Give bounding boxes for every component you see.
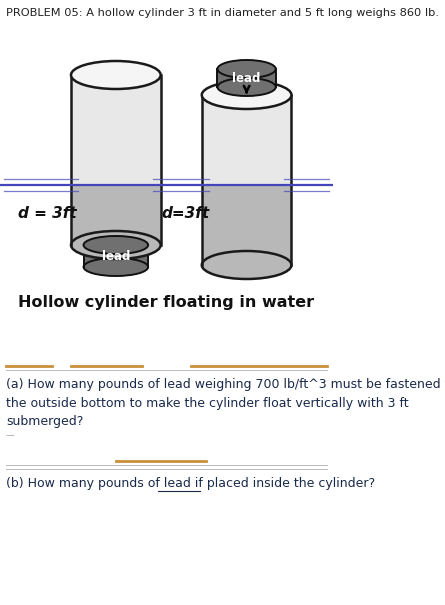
Text: lead: lead: [101, 250, 130, 264]
Text: Hollow cylinder floating in water: Hollow cylinder floating in water: [18, 295, 314, 310]
Text: PROBLEM 05: A hollow cylinder 3 ft in diameter and 5 ft long weighs 860 lb.: PROBLEM 05: A hollow cylinder 3 ft in di…: [6, 8, 439, 18]
Text: (a) How many pounds of lead weighing 700 lb/ft^3 must be fastened to
the outside: (a) How many pounds of lead weighing 700…: [6, 378, 445, 428]
Polygon shape: [202, 95, 291, 185]
Polygon shape: [71, 185, 161, 245]
Text: (b) How many pounds of lead if placed inside the cylinder?: (b) How many pounds of lead if placed in…: [6, 477, 375, 490]
Polygon shape: [84, 245, 148, 267]
Polygon shape: [71, 75, 161, 185]
Text: d=3ft: d=3ft: [161, 206, 210, 220]
Ellipse shape: [202, 81, 291, 109]
Text: ––: ––: [6, 430, 16, 440]
Text: lead: lead: [232, 73, 261, 85]
Ellipse shape: [84, 258, 148, 276]
Ellipse shape: [218, 60, 276, 78]
Ellipse shape: [202, 251, 291, 279]
Ellipse shape: [218, 78, 276, 96]
Ellipse shape: [84, 236, 148, 254]
Ellipse shape: [71, 61, 161, 89]
Polygon shape: [202, 185, 291, 265]
Text: d = 3ft: d = 3ft: [18, 206, 77, 220]
Ellipse shape: [71, 231, 161, 259]
Polygon shape: [218, 69, 276, 87]
